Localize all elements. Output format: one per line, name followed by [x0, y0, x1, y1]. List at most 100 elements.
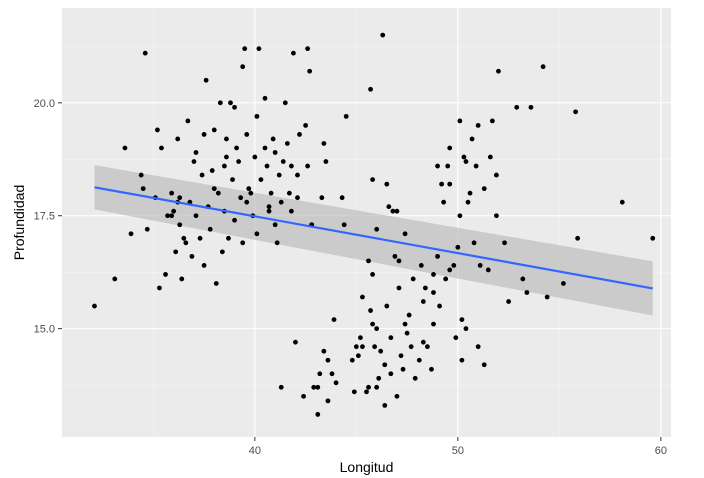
data-point: [140, 186, 146, 192]
data-point: [215, 190, 221, 196]
data-point: [274, 240, 280, 246]
data-point: [374, 384, 380, 390]
data-point: [425, 344, 430, 350]
data-point: [475, 123, 481, 128]
data-point: [445, 163, 451, 169]
data-point: [382, 362, 388, 368]
trend-line: [94, 186, 653, 290]
data-point: [323, 159, 329, 164]
data-point: [258, 177, 264, 183]
data-point: [461, 154, 467, 160]
data-point: [396, 285, 402, 291]
data-point: [193, 213, 199, 219]
data-point: [179, 276, 185, 282]
data-point: [248, 190, 254, 196]
data-point: [173, 249, 179, 255]
data-point: [351, 389, 357, 395]
data-point: [268, 190, 274, 196]
data-point: [244, 132, 250, 137]
data-point: [420, 299, 426, 304]
data-point: [374, 326, 380, 332]
data-point: [390, 208, 396, 214]
data-point: [303, 123, 308, 128]
data-point: [319, 195, 325, 201]
data-point: [256, 46, 262, 52]
data-point: [232, 104, 237, 110]
data-point: [92, 303, 97, 309]
data-point: [394, 208, 400, 214]
confidence-band: [94, 165, 653, 316]
data-point: [254, 113, 260, 119]
data-point: [406, 312, 412, 318]
data-point: [144, 226, 150, 232]
data-point: [400, 366, 406, 372]
data-point: [244, 199, 250, 205]
data-point: [388, 371, 394, 377]
data-point: [412, 375, 418, 381]
data-point: [270, 136, 276, 142]
data-point: [159, 145, 164, 151]
data-point: [463, 159, 469, 164]
data-point: [408, 344, 414, 350]
data-point: [142, 50, 148, 56]
data-point: [228, 100, 233, 106]
data-point: [410, 276, 416, 282]
data-point: [496, 68, 501, 74]
data-point: [240, 240, 246, 246]
y-tick-label: 17.5: [34, 211, 55, 223]
data-point: [191, 159, 197, 164]
data-point: [224, 154, 229, 160]
data-point: [494, 172, 499, 178]
data-point: [457, 213, 463, 219]
data-point: [370, 321, 375, 327]
data-point: [473, 163, 479, 169]
data-point: [471, 240, 477, 246]
data-point: [494, 213, 499, 219]
data-point: [502, 240, 507, 246]
data-point: [544, 294, 550, 300]
data-point: [485, 267, 491, 273]
data-point: [372, 344, 378, 350]
data-point: [165, 213, 170, 219]
data-point: [254, 231, 260, 237]
data-point: [364, 389, 369, 395]
data-point: [368, 308, 373, 313]
x-tick-label: 40: [249, 445, 261, 457]
data-point: [278, 199, 284, 205]
data-point: [230, 177, 235, 183]
data-point: [384, 303, 390, 309]
data-point: [431, 290, 436, 295]
data-point: [222, 163, 227, 169]
data-point: [487, 154, 493, 160]
data-point: [288, 208, 294, 214]
data-point: [398, 353, 404, 359]
data-point: [169, 190, 175, 196]
data-point: [386, 204, 392, 210]
data-point: [138, 172, 144, 178]
data-point: [282, 100, 288, 106]
y-tick-label: 15.0: [34, 324, 55, 336]
data-point: [528, 104, 534, 110]
data-point: [358, 335, 363, 341]
data-point: [175, 136, 181, 142]
data-point: [573, 109, 578, 115]
data-point: [465, 199, 471, 205]
data-point: [315, 384, 321, 390]
data-point: [329, 371, 335, 377]
data-point: [447, 181, 453, 187]
data-point: [441, 199, 447, 205]
data-point: [211, 127, 217, 133]
data-point: [278, 384, 284, 390]
data-point: [451, 263, 457, 268]
data-point: [475, 344, 481, 350]
data-point: [307, 68, 313, 74]
data-point: [333, 380, 339, 386]
data-point: [561, 281, 566, 286]
data-point: [321, 141, 327, 146]
data-point: [506, 299, 511, 304]
data-point: [276, 172, 282, 178]
data-point: [378, 348, 384, 354]
data-point: [422, 285, 428, 291]
data-point: [374, 226, 380, 232]
